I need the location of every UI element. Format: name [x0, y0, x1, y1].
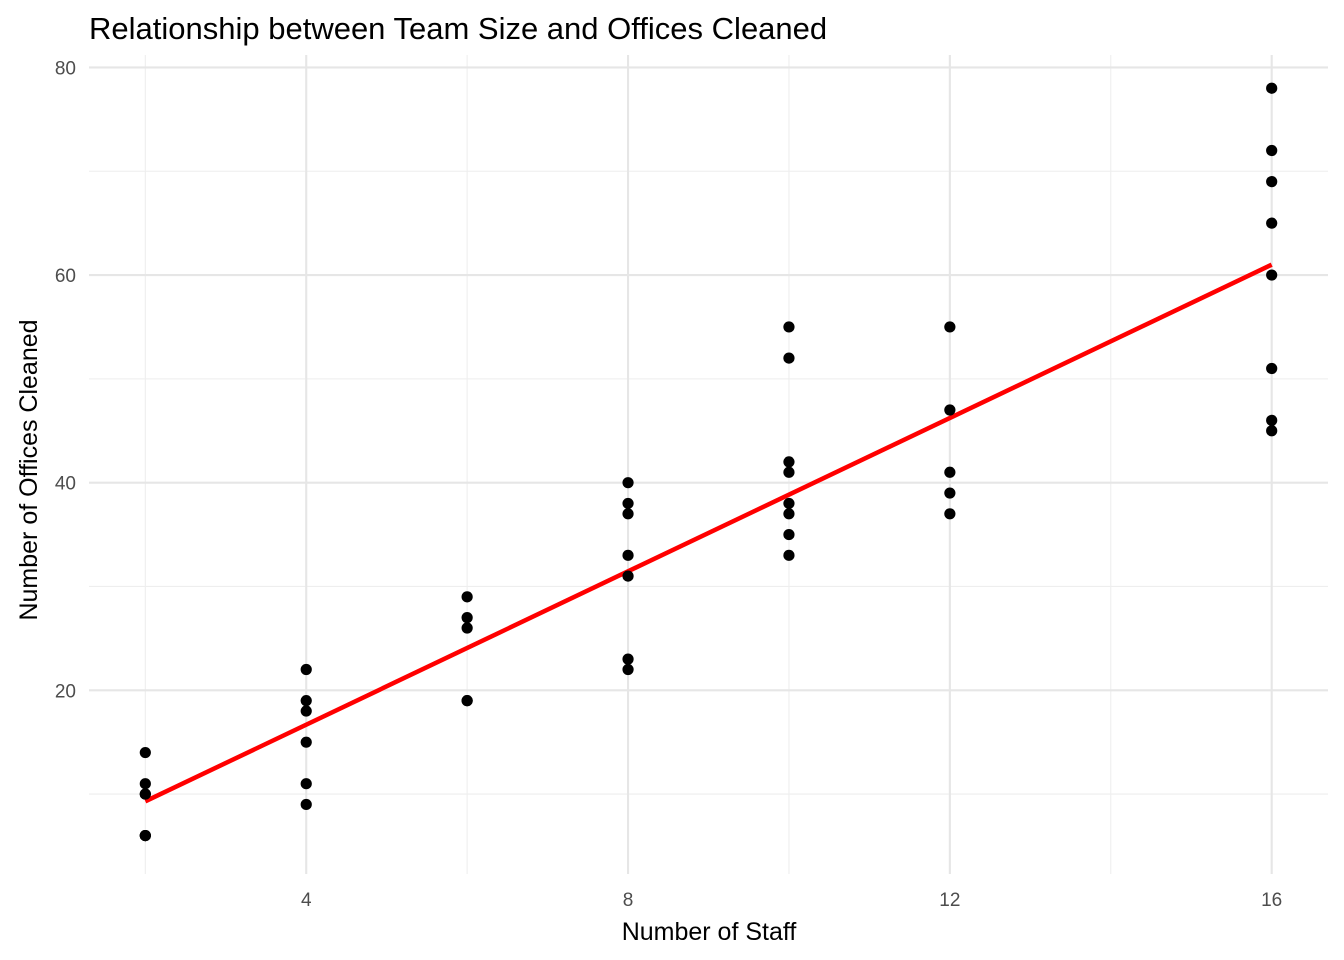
y-axis-ticks: 20 40 60 80 [55, 58, 76, 702]
data-point [783, 466, 795, 478]
data-point [944, 321, 956, 333]
data-point [1266, 269, 1278, 281]
data-point [461, 695, 473, 707]
data-point [461, 612, 473, 624]
data-point [783, 497, 795, 510]
data-point [139, 778, 151, 790]
data-point [461, 622, 473, 634]
y-axis-title: Number of Offices Cleaned [15, 319, 43, 620]
y-tick-label: 60 [55, 266, 76, 287]
data-points [139, 82, 1278, 842]
x-tick-label: 8 [623, 890, 634, 911]
data-point [944, 487, 956, 499]
data-point [783, 528, 795, 541]
data-point [300, 798, 312, 811]
data-point [783, 549, 795, 561]
x-tick-label: 4 [301, 890, 312, 911]
trend-line-layer [144, 262, 1273, 804]
data-point [944, 404, 956, 416]
data-point [622, 663, 634, 676]
data-point [622, 508, 634, 520]
data-point [1266, 414, 1278, 426]
data-point [1266, 144, 1278, 157]
grid-lines [89, 55, 1328, 874]
data-point [139, 829, 151, 842]
data-point [622, 477, 634, 489]
x-axis-title: Number of Staff [622, 918, 797, 946]
data-point [783, 352, 795, 364]
y-tick-label: 20 [55, 681, 76, 702]
x-axis-ticks: 4 8 12 16 [301, 890, 1282, 911]
x-tick-label: 12 [939, 890, 960, 911]
data-point [944, 466, 956, 478]
data-point [1266, 217, 1278, 229]
data-point [139, 746, 151, 759]
data-point [622, 497, 634, 510]
data-point [1266, 362, 1278, 375]
data-point [622, 549, 634, 561]
data-point [300, 705, 312, 717]
data-point [300, 695, 312, 707]
x-tick-label: 16 [1261, 890, 1282, 911]
data-point [944, 508, 956, 520]
y-tick-label: 80 [55, 58, 76, 79]
data-point [300, 736, 312, 748]
data-point [300, 778, 312, 790]
data-point [622, 653, 634, 665]
data-point [1266, 425, 1278, 437]
chart-title: Relationship between Team Size and Offic… [89, 11, 827, 46]
y-tick-label: 40 [55, 474, 76, 495]
data-point [139, 788, 151, 800]
data-point [300, 663, 312, 676]
regression-line [144, 262, 1273, 804]
data-point [1266, 82, 1278, 94]
data-point [622, 570, 634, 582]
data-point [461, 591, 473, 603]
data-point [783, 456, 795, 468]
data-point [783, 508, 795, 520]
data-point [783, 321, 795, 333]
data-point [1266, 176, 1278, 188]
